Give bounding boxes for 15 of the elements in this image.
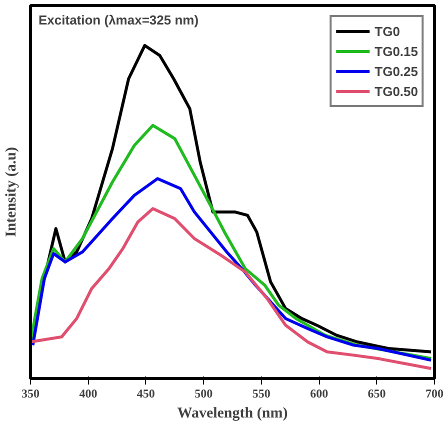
x-axis-title: Wavelength (nm) xyxy=(177,406,288,422)
x-tick-label: 400 xyxy=(79,386,98,400)
text: Excitation (λmax=325 nm) xyxy=(38,12,199,28)
x-tick-label: 650 xyxy=(368,386,386,400)
x-tick-label: 500 xyxy=(194,386,213,400)
legend-label: TG0.15 xyxy=(374,44,418,58)
x-tick-label: 550 xyxy=(252,386,270,400)
x-tick-label: 350 xyxy=(22,386,40,400)
x-tick-label: 700 xyxy=(426,386,444,400)
legend-label: TG0.50 xyxy=(374,84,418,98)
legend-label: TG0 xyxy=(374,24,400,38)
y-axis-title: Intensity (a.u) xyxy=(4,146,20,238)
x-tick-label: 450 xyxy=(136,386,155,400)
x-tick-label: 600 xyxy=(310,386,328,400)
legend-label: TG0.25 xyxy=(374,64,418,78)
